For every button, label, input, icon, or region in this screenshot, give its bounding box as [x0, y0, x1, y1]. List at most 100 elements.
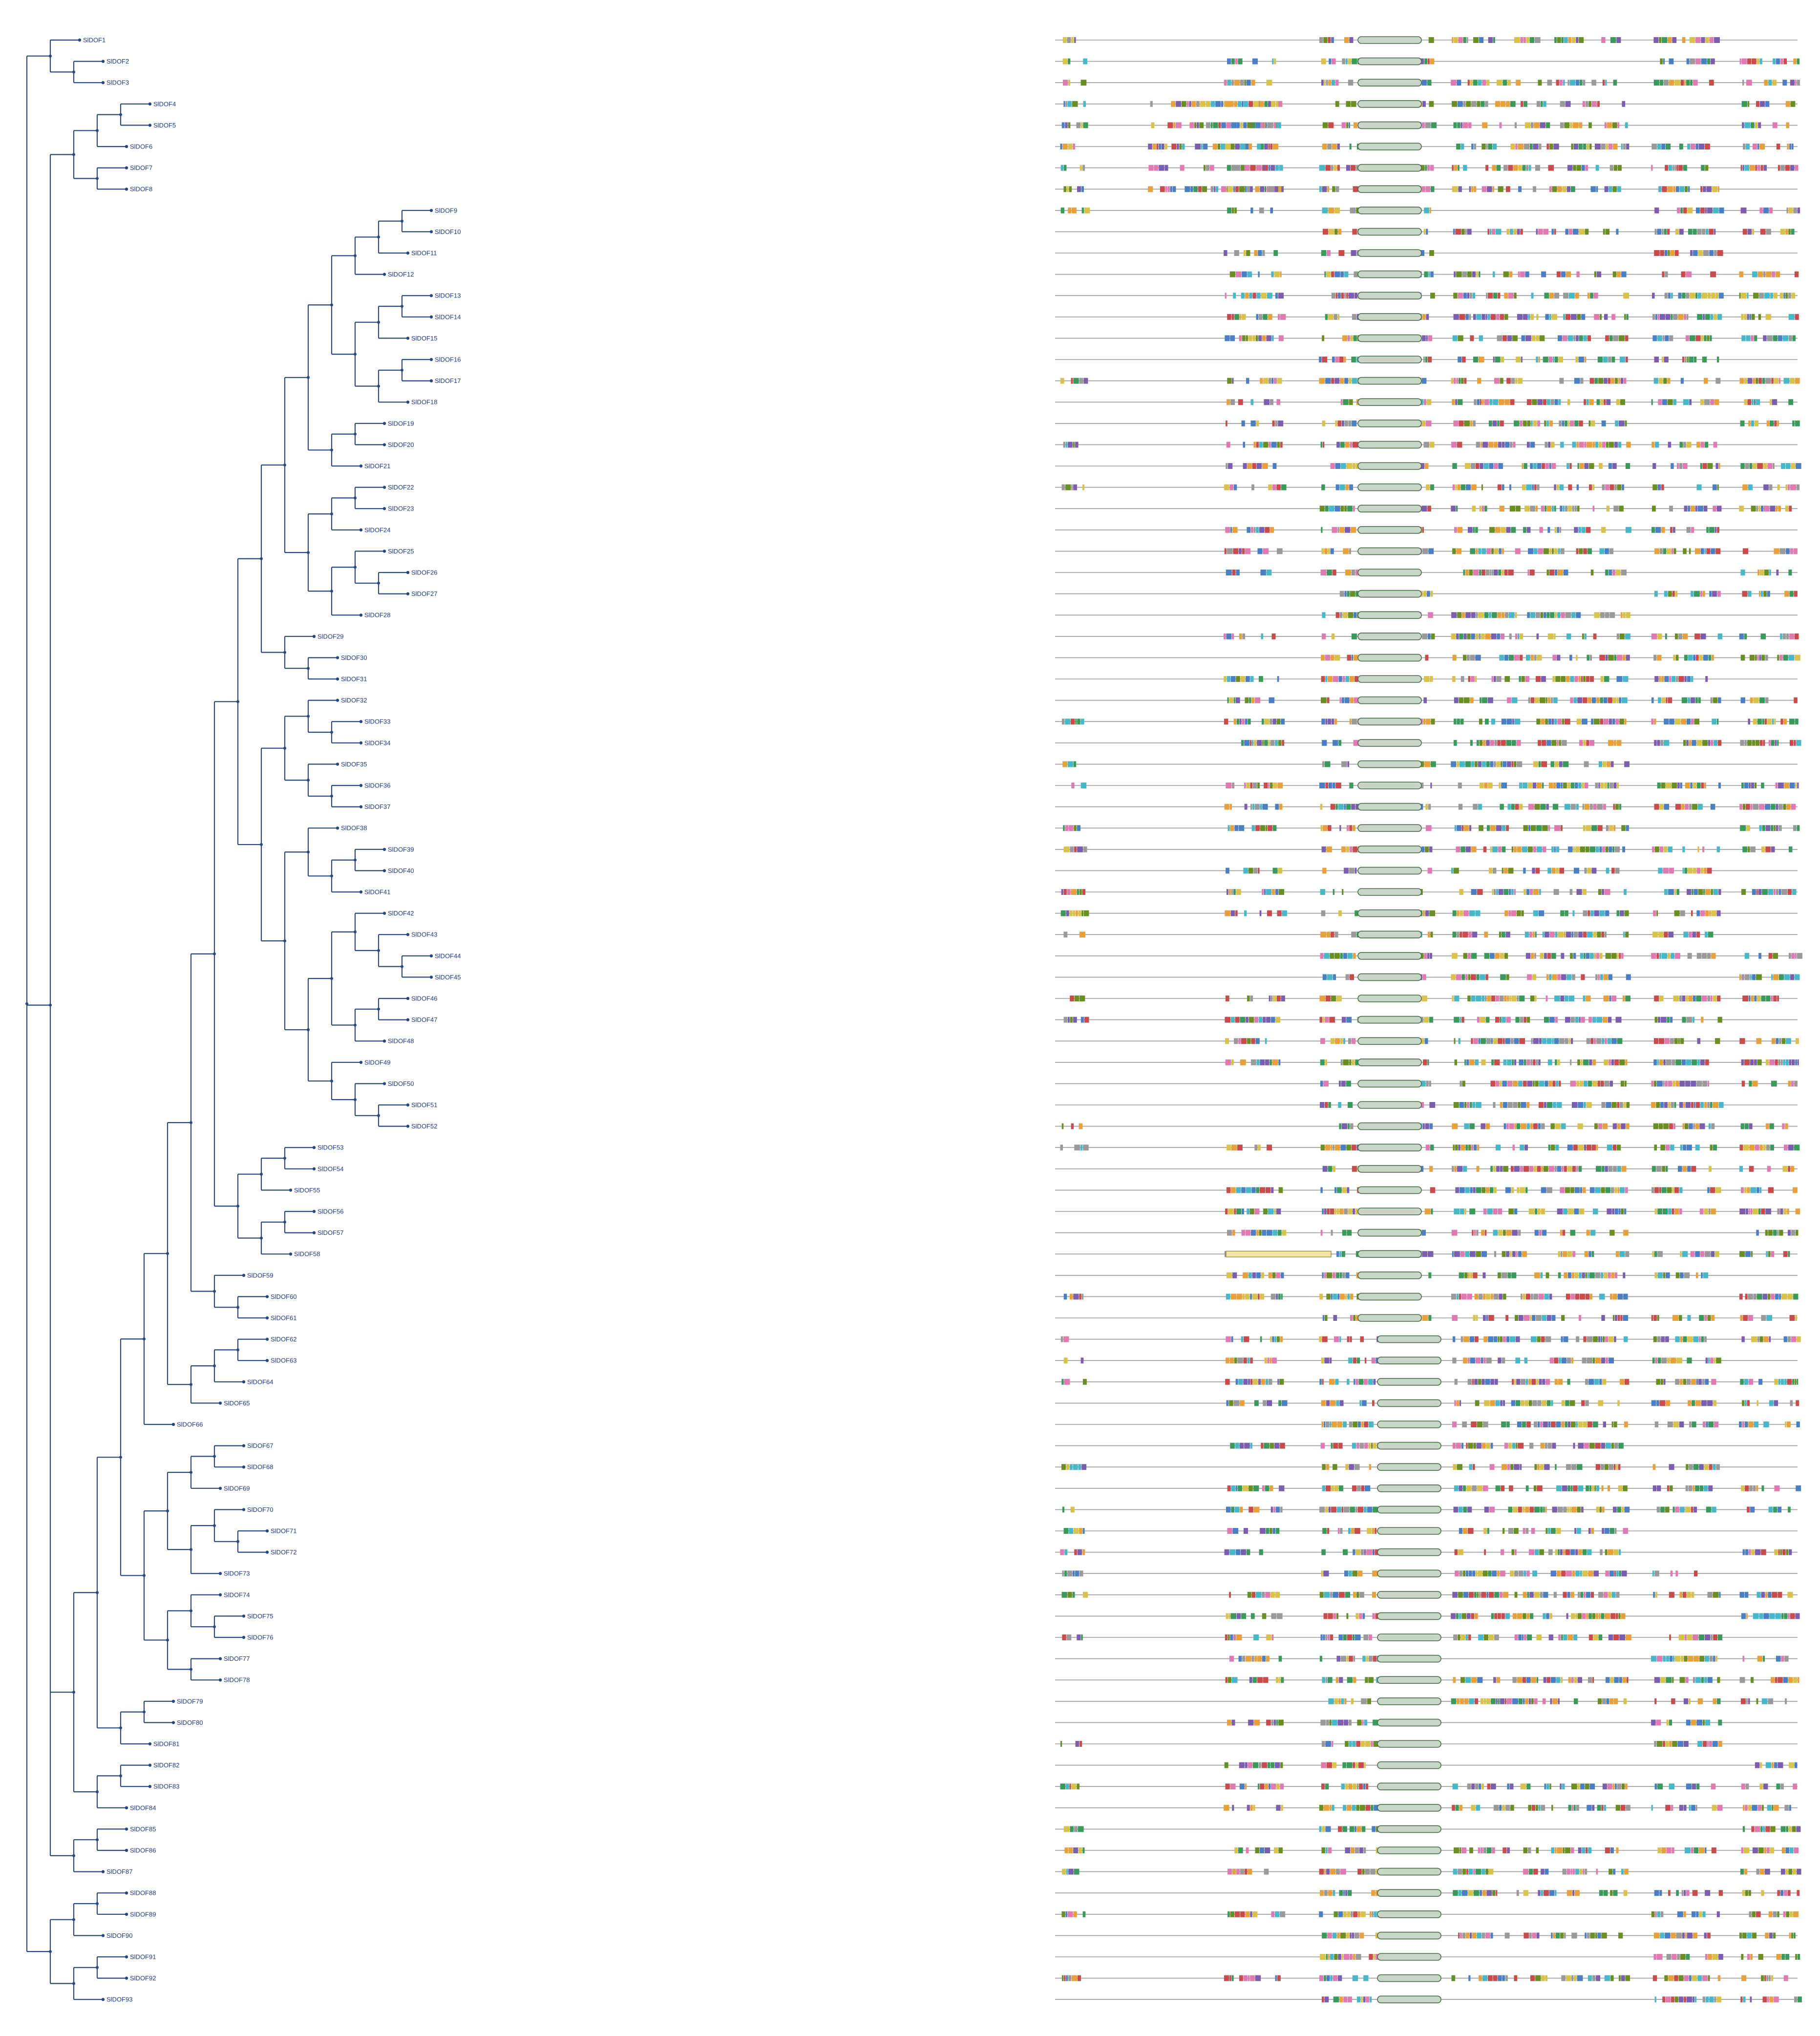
motif-block: [1699, 1209, 1704, 1214]
zf-dof-domain: [1357, 611, 1422, 619]
motif-block: [1602, 889, 1604, 895]
motif-block: [1773, 889, 1776, 895]
motif-block: [1342, 335, 1348, 341]
motif-block: [1702, 953, 1707, 959]
motif-block: [1060, 378, 1064, 384]
motif-block: [1431, 122, 1437, 128]
motif-block: [1668, 250, 1670, 256]
motif-block: [1712, 186, 1718, 192]
motif-block: [1454, 271, 1456, 277]
motif-block: [1327, 825, 1332, 831]
motif-block: [1568, 996, 1575, 1001]
motif-block: [1486, 825, 1490, 831]
motif-block: [1070, 719, 1075, 725]
motif-block: [1534, 122, 1540, 128]
tree-tip-label: SlDOF26: [411, 569, 437, 576]
motif-block: [1715, 1038, 1720, 1044]
motif-block: [1335, 463, 1341, 469]
motif-block: [1467, 633, 1471, 639]
motif-block: [1325, 655, 1331, 661]
motif-block: [1218, 122, 1221, 128]
motif-block: [1740, 207, 1747, 213]
motif-block: [1202, 186, 1207, 192]
motif-block: [1467, 527, 1473, 533]
motif-block: [1587, 1272, 1589, 1278]
motif-block: [1068, 58, 1071, 64]
motif-block: [1524, 1059, 1526, 1065]
motif-block: [1593, 293, 1598, 299]
motif-block: [1227, 80, 1231, 86]
motif-block: [1557, 570, 1563, 575]
motif-block: [1774, 378, 1778, 384]
motif-block: [1274, 271, 1280, 277]
motif-block: [1767, 1166, 1771, 1172]
motif-block: [1541, 1209, 1545, 1214]
motif-block: [1536, 335, 1539, 341]
motif-block: [1579, 229, 1585, 235]
motif-block: [1763, 335, 1767, 341]
tree-tip-label: SlDOF77: [224, 1655, 250, 1662]
motif-block: [1526, 484, 1532, 490]
tree-tip-marker: [359, 784, 363, 787]
tree-tip-label: SlDOF61: [271, 1315, 296, 1322]
motif-block: [1239, 335, 1242, 341]
motif-block: [1548, 783, 1553, 788]
motif-block: [1705, 932, 1708, 938]
motif-block: [1767, 719, 1772, 725]
motif-block: [1236, 1187, 1241, 1193]
motif-block: [1567, 335, 1573, 341]
motif-block: [1538, 229, 1543, 235]
motif-block: [1597, 804, 1603, 810]
motif-block: [1258, 271, 1260, 277]
motif-block: [1541, 1166, 1543, 1172]
motif-block: [1765, 655, 1768, 661]
motif-block: [1660, 1145, 1666, 1151]
gene-structure-row: [1055, 1208, 1800, 1215]
motif-block: [1598, 1123, 1602, 1129]
motif-block: [1744, 783, 1749, 788]
motif-block: [1226, 122, 1231, 128]
motif-block: [1759, 58, 1762, 64]
motif-block: [1575, 846, 1580, 852]
motif-block: [1681, 271, 1686, 277]
motif-block: [1079, 1123, 1083, 1129]
motif-block: [1322, 442, 1325, 448]
tree-tip-label: SlDOF1: [83, 37, 106, 44]
motif-block: [1270, 996, 1273, 1001]
motif-block: [1786, 548, 1790, 554]
motif-block: [1319, 506, 1325, 512]
motif-block: [1683, 1145, 1686, 1151]
motif-block: [1342, 1272, 1345, 1278]
motif-block: [1579, 1017, 1581, 1023]
motif-block: [1270, 144, 1272, 149]
motif-block: [1691, 144, 1695, 149]
motif-block: [1540, 122, 1545, 128]
motif-block: [1623, 932, 1625, 938]
motif-block: [1527, 783, 1532, 788]
motif-block: [1267, 122, 1270, 128]
motif-block: [1705, 144, 1710, 149]
motif-block: [1541, 1187, 1546, 1193]
motif-block: [1481, 697, 1487, 703]
motif-block: [1744, 314, 1747, 320]
motif-block: [1542, 1230, 1547, 1236]
tree-tip-marker: [336, 677, 339, 681]
motif-block: [1230, 399, 1235, 405]
motif-block: [1690, 80, 1693, 86]
motif-block: [1614, 740, 1616, 746]
motif-block: [1537, 1166, 1541, 1172]
motif-block: [1618, 1209, 1621, 1214]
motif-block: [1198, 186, 1202, 192]
motif-block: [1456, 378, 1459, 384]
motif-block: [1653, 37, 1659, 43]
motif-block: [1452, 676, 1456, 682]
tree-node-marker: [72, 1918, 75, 1921]
motif-block: [1524, 506, 1530, 512]
zf-dof-domain: [1357, 143, 1422, 150]
motif-block: [1572, 506, 1574, 512]
motif-block: [1614, 1187, 1617, 1193]
motif-block: [1478, 612, 1484, 618]
motif-block: [1718, 463, 1720, 469]
phylogenetic-tree: SlDOF1SlDOF2SlDOF3SlDOF4SlDOF5SlDOF6SlDO…: [25, 37, 461, 2003]
motif-block: [1181, 101, 1186, 107]
